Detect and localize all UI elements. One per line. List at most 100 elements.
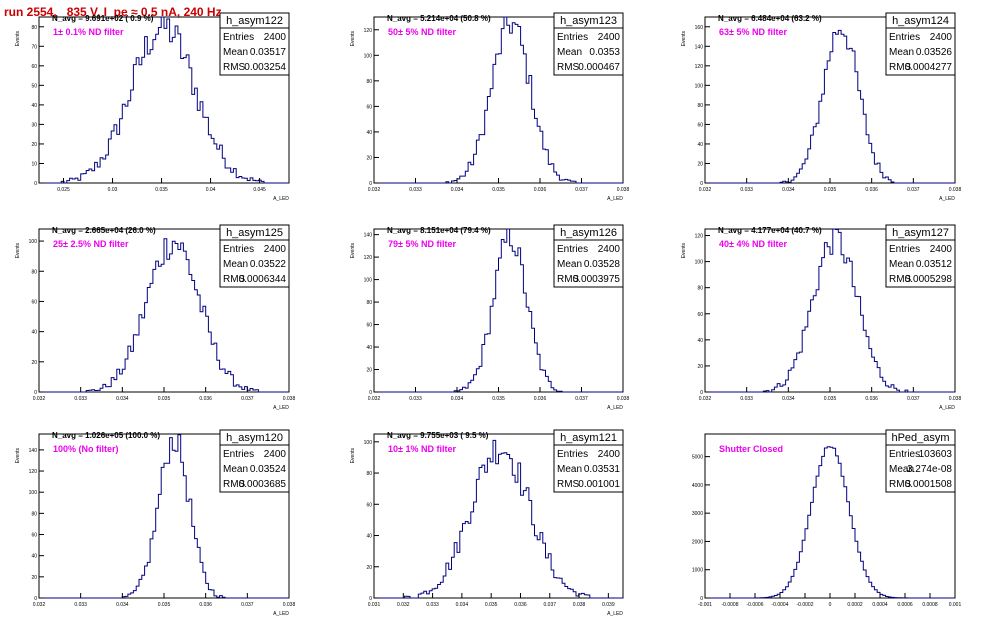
x-tick-label: 0.038 [283, 602, 296, 608]
x-tick-label: 0.033 [740, 187, 753, 193]
filter-annotation: 40± 4% ND filter [719, 239, 787, 249]
stats-label: Mean [557, 259, 582, 270]
x-tick-label: 0.045 [253, 187, 266, 193]
stats-box [219, 224, 290, 288]
x-tick-label: 0.035 [492, 396, 505, 402]
y-tick-label: 3000 [692, 511, 703, 517]
stats-value: 2400 [264, 244, 287, 255]
y-tick-label: 40 [31, 554, 37, 560]
y-axis-label: Events [15, 243, 21, 259]
navg-label: N_avg = 9.755e+03 ( 9.5 %) [387, 431, 489, 440]
stats-label: Entries [557, 449, 588, 460]
x-axis-label: A_LED [273, 405, 289, 411]
y-axis-label: Events [350, 448, 356, 464]
x-tick-label: 0.036 [534, 396, 547, 402]
y-tick-label: 0 [34, 596, 37, 602]
y-tick-label: 5000 [692, 455, 703, 461]
y-tick-label: 20 [31, 360, 37, 366]
filter-annotation: 1± 0.1% ND filter [53, 27, 124, 37]
y-tick-label: 120 [29, 469, 38, 475]
filter-annotation: 100% (No filter) [53, 444, 119, 454]
stats-value: 0.001001 [578, 479, 620, 490]
stats-box [219, 12, 290, 76]
x-tick-label: 0.035 [158, 602, 171, 608]
y-tick-label: 0 [369, 181, 372, 187]
x-tick-label: 0.039 [602, 602, 615, 608]
y-axis-label: Events [681, 31, 687, 47]
stats-value: 0.03524 [250, 464, 287, 475]
y-tick-label: 100 [695, 260, 704, 266]
stats-label: RMS [223, 62, 246, 73]
stats-value: 0.0005298 [905, 274, 953, 285]
stats-value: 0.000467 [578, 62, 620, 73]
y-tick-label: 10 [31, 161, 37, 167]
y-tick-label: 40 [366, 534, 372, 540]
y-tick-label: 140 [695, 44, 704, 50]
filter-annotation: Shutter Closed [719, 444, 783, 454]
x-tick-label: 0.037 [907, 187, 920, 193]
x-axis-label: A_LED [273, 196, 289, 202]
x-axis-label: A_LED [939, 405, 955, 411]
y-tick-label: 40 [31, 330, 37, 336]
stats-label: Entries [557, 244, 588, 255]
x-tick-label: 0.03 [108, 187, 118, 193]
stats-value: 0.03528 [584, 259, 621, 270]
x-tick-label: 0.034 [782, 396, 795, 402]
navg-label: N_avg = 1.026e+05 (100.0 %) [52, 431, 160, 440]
x-tick-label: 0.036 [534, 187, 547, 193]
y-tick-label: 70 [31, 44, 37, 50]
y-tick-label: 40 [697, 338, 703, 344]
stats-value: 2400 [598, 32, 621, 43]
x-tick-label: 0.033 [740, 396, 753, 402]
y-tick-label: 80 [697, 103, 703, 109]
x-tick-label: 0.036 [865, 187, 878, 193]
y-tick-label: 120 [364, 28, 373, 34]
y-axis-label: Events [15, 31, 21, 47]
x-tick-label: 0 [829, 602, 832, 608]
stats-value: 0.03526 [916, 47, 953, 58]
y-tick-label: 80 [31, 25, 37, 31]
y-tick-label: 60 [31, 299, 37, 305]
stats-value: 103603 [919, 449, 953, 460]
y-tick-label: 0 [369, 596, 372, 602]
x-tick-label: -0.0008 [722, 602, 739, 608]
y-tick-label: 20 [31, 575, 37, 581]
histogram-title: h_asym125 [226, 227, 283, 239]
y-tick-label: 120 [695, 64, 704, 70]
stats-label: Entries [223, 244, 254, 255]
histogram-title: h_asym126 [560, 227, 617, 239]
y-tick-label: 60 [366, 323, 372, 329]
x-tick-label: 0.032 [397, 602, 410, 608]
x-axis-label: A_LED [607, 405, 623, 411]
stats-label: RMS [889, 274, 912, 285]
x-tick-label: 0.035 [824, 187, 837, 193]
y-tick-label: 50 [31, 83, 37, 89]
stats-label: Mean [557, 464, 582, 475]
histogram-panel-h_asym121: 0.031 0.032 0.033 0.034 0.035 0.036 0.037 0.038… [350, 429, 624, 617]
y-tick-label: 0 [700, 390, 703, 396]
stats-box [553, 12, 624, 76]
histogram-line [374, 228, 623, 393]
filter-annotation: 79± 5% ND filter [388, 239, 456, 249]
histogram-title: h_asym123 [560, 15, 617, 27]
stats-box [885, 224, 956, 288]
y-tick-label: 80 [31, 511, 37, 517]
filter-annotation: 25± 2.5% ND filter [53, 239, 129, 249]
stats-value: 2400 [598, 449, 621, 460]
y-tick-label: 60 [31, 64, 37, 70]
histogram-line [705, 29, 955, 184]
y-tick-label: 20 [31, 142, 37, 148]
stats-box [885, 429, 956, 493]
y-axis-label: Events [350, 31, 356, 47]
histogram-panel-h_asym120: 0.032 0.033 0.034 0.035 0.036 0.037 0.038 0 20 40… [15, 429, 296, 617]
histogram-title: h_asym121 [560, 432, 617, 444]
x-tick-label: 0.037 [241, 396, 254, 402]
stats-label: Entries [223, 449, 254, 460]
navg-label: N_avg = 8.151e+04 (79.4 %) [387, 226, 491, 235]
stats-label: Entries [889, 244, 920, 255]
y-tick-label: 80 [697, 286, 703, 292]
stats-label: Mean [223, 464, 248, 475]
x-tick-label: -0.0006 [747, 602, 764, 608]
y-tick-label: 40 [31, 103, 37, 109]
stats-label: Entries [223, 32, 254, 43]
